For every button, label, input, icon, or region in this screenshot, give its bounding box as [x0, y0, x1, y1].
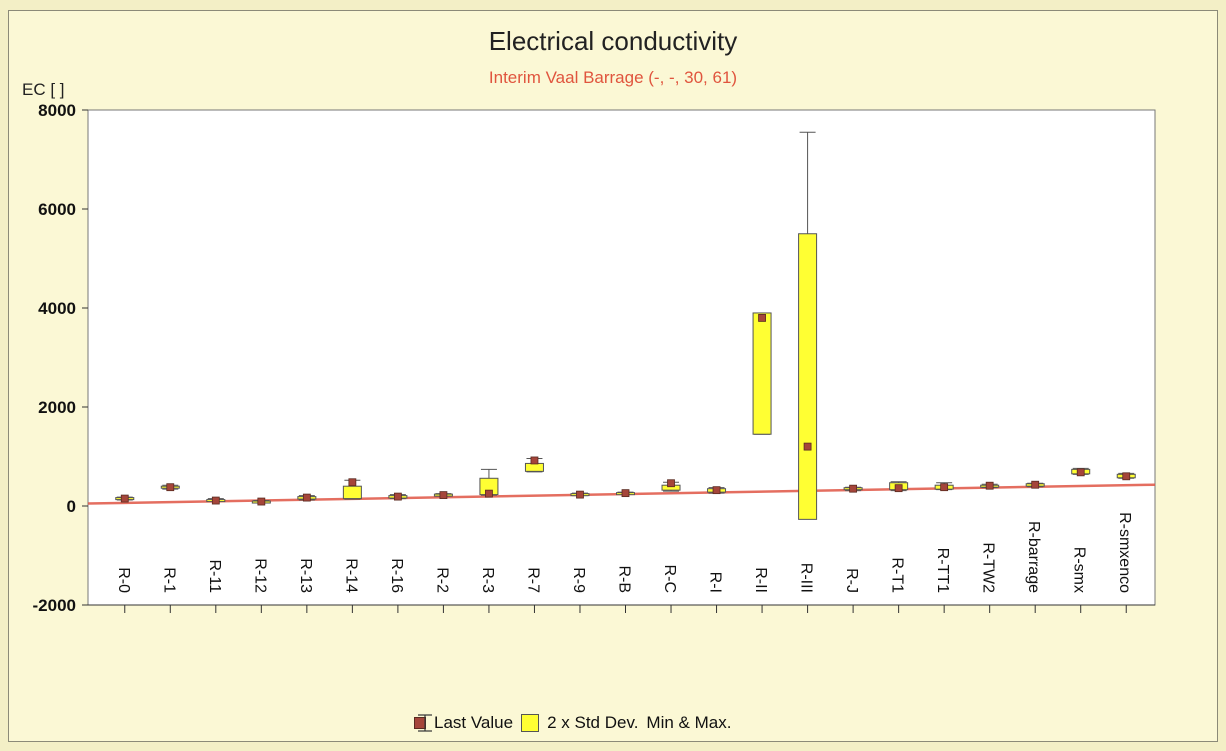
legend-min-max-label: Min & Max. — [646, 713, 732, 732]
legend-min-max-icon — [418, 714, 432, 732]
x-tick-label: R-16 — [388, 558, 405, 593]
last-value-marker — [576, 490, 584, 499]
std-dev-box — [342, 485, 362, 500]
chart-subtitle: Interim Vaal Barrage (-, -, 30, 61) — [488, 68, 738, 87]
x-tick-label: R-III — [798, 563, 815, 593]
y-tick-label: 8000 — [38, 101, 76, 120]
last-value-marker — [257, 497, 266, 506]
x-tick-label: R-TW2 — [980, 542, 997, 593]
x-tick-label: R-barrage — [1025, 521, 1042, 593]
x-tick-label: R-J — [843, 568, 860, 593]
x-tick-label: R-9 — [570, 567, 587, 593]
x-tick-label: R-II — [752, 567, 769, 593]
x-tick-label: R-0 — [115, 567, 132, 593]
last-value-marker — [302, 493, 311, 502]
y-tick-label: 6000 — [38, 200, 76, 219]
x-tick-label: R-13 — [297, 558, 314, 593]
last-value-marker — [712, 486, 721, 495]
legend-std-dev-label: 2 x Std Dev. — [547, 713, 639, 732]
x-tick-label: R-smxenco — [1116, 512, 1133, 593]
std-dev-box — [752, 312, 772, 435]
x-tick-label: R-I — [707, 572, 724, 593]
x-tick-label: R-2 — [433, 567, 450, 593]
legend-last-value-label: Last Value — [434, 713, 514, 732]
last-value-marker — [667, 479, 675, 488]
std-dev-box — [798, 233, 818, 520]
plot-area — [87, 109, 1156, 606]
y-axis-label: EC [ ] — [22, 80, 65, 99]
x-tick-label: R-1 — [160, 567, 177, 593]
y-tick-label: 2000 — [38, 398, 76, 417]
last-value-marker — [393, 492, 402, 501]
last-value-marker — [166, 483, 175, 492]
last-value-marker — [1031, 480, 1040, 489]
x-tick-label: R-B — [616, 565, 633, 593]
last-value-marker — [985, 481, 994, 490]
chart-title: Electrical conductivity — [488, 26, 738, 56]
last-value-marker — [894, 484, 903, 493]
legend-std-dev-swatch — [521, 714, 540, 732]
last-value-marker — [940, 483, 949, 492]
last-value-marker — [803, 442, 812, 451]
y-tick-label: 0 — [67, 497, 76, 516]
x-tick-label: R-7 — [524, 567, 541, 593]
last-value-marker — [120, 494, 129, 503]
x-tick-label: R-12 — [251, 558, 268, 593]
x-tick-label: R-11 — [206, 560, 223, 594]
legend: Last Value 2 x Std Dev. Min & Max. — [414, 713, 731, 733]
last-value-marker — [1122, 472, 1131, 481]
last-value-marker — [211, 496, 220, 505]
last-value-marker — [485, 489, 493, 498]
x-tick-label: R-T1 — [889, 557, 906, 593]
last-value-marker — [1076, 468, 1085, 477]
y-tick-label: 4000 — [38, 299, 76, 318]
last-value-marker — [439, 491, 448, 500]
last-value-marker — [849, 484, 858, 493]
last-value-marker — [758, 313, 766, 322]
x-tick-label: R-C — [661, 565, 678, 593]
y-tick-label: -2000 — [33, 596, 76, 615]
x-tick-label: R-3 — [479, 567, 496, 593]
x-tick-label: R-smx — [1071, 547, 1088, 593]
last-value-marker — [530, 456, 539, 465]
std-dev-box — [524, 462, 544, 472]
last-value-marker — [621, 489, 630, 498]
last-value-marker — [348, 478, 357, 487]
x-tick-label: R-14 — [342, 558, 359, 593]
x-tick-label: R-TT1 — [934, 548, 951, 593]
